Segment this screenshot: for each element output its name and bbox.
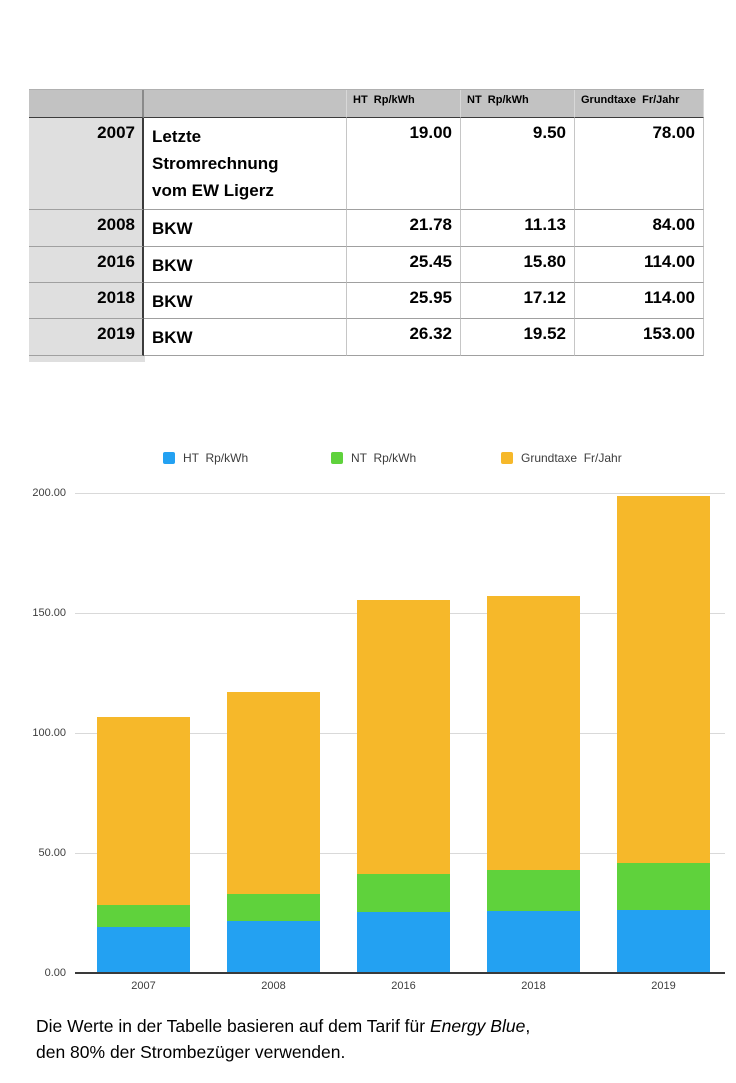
x-axis-line: [75, 972, 725, 974]
bar-segment: [617, 909, 710, 973]
bar-segment: [97, 904, 190, 928]
table-grundtaxe-cell: 114.00: [575, 283, 704, 319]
x-axis-tick: 2007: [131, 980, 156, 992]
bar-segment: [97, 717, 190, 905]
table-nt-cell: 15.80: [461, 247, 575, 283]
table-year-cell: 2007: [29, 118, 144, 210]
table-year-cell: 2008: [29, 210, 144, 247]
table-grundtaxe-cell: 78.00: [575, 118, 704, 210]
bar-2018: [487, 493, 580, 973]
table-row-gutter: [29, 356, 145, 362]
table-header-ht: HT Rp/kWh: [347, 90, 461, 118]
bar-segment: [357, 874, 450, 912]
caption-italic-text: Energy Blue: [429, 1016, 526, 1036]
table-source-cell: BKW: [144, 283, 347, 319]
x-axis-tick: 2019: [651, 980, 676, 992]
table-nt-cell: 11.13: [461, 210, 575, 247]
table-year-cell: 2018: [29, 283, 144, 319]
legend-label-nt: NT Rp/kWh: [351, 451, 417, 465]
y-axis-tick: 200.00: [32, 487, 66, 499]
bar-segment: [617, 863, 710, 910]
table-source-cell: BKW: [144, 210, 347, 247]
legend-item-nt: NT Rp/kWh: [331, 451, 416, 465]
legend-item-ht: HT Rp/kWh: [163, 451, 248, 465]
bar-segment: [487, 596, 580, 870]
bar-segment: [617, 495, 710, 863]
table-header-nt: NT Rp/kWh: [461, 90, 575, 118]
legend-label-ht: HT Rp/kWh: [183, 451, 249, 465]
bar-segment: [487, 869, 580, 911]
caption-text: Die Werte in der Tabelle basieren auf de…: [36, 1016, 430, 1036]
table-ht-cell: 26.32: [347, 319, 461, 356]
table-header-source: [144, 90, 347, 118]
legend-label-grundtaxe: Grundtaxe Fr/Jahr: [521, 451, 622, 465]
table-source-cell: Letzte Stromrechnung vom EW Ligerz: [144, 118, 347, 210]
table-ht-cell: 21.78: [347, 210, 461, 247]
table-ht-cell: 25.95: [347, 283, 461, 319]
table-year-cell: 2016: [29, 247, 144, 283]
stacked-bar-chart: [75, 493, 725, 974]
bar-segment: [97, 927, 190, 973]
bar-segment: [357, 600, 450, 875]
table-grundtaxe-cell: 153.00: [575, 319, 704, 356]
y-axis-tick: 50.00: [38, 847, 66, 859]
table-header-grundtaxe: Grundtaxe Fr/Jahr: [575, 90, 704, 118]
x-axis-tick: 2018: [521, 980, 546, 992]
bar-2008: [227, 493, 320, 973]
table-nt-cell: 17.12: [461, 283, 575, 319]
table-ht-cell: 19.00: [347, 118, 461, 210]
table-nt-cell: 9.50: [461, 118, 575, 210]
bar-segment: [227, 920, 320, 973]
table-grundtaxe-cell: 114.00: [575, 247, 704, 283]
chart-plot-bars: [75, 493, 725, 973]
table-ht-cell: 25.45: [347, 247, 461, 283]
x-axis-tick: 2008: [261, 980, 286, 992]
tariff-table: HT Rp/kWh NT Rp/kWh Grundtaxe Fr/Jahr 20…: [29, 89, 704, 356]
bar-segment: [227, 894, 320, 921]
legend-swatch-grundtaxe: [501, 452, 513, 464]
y-axis-tick: 0.00: [44, 967, 66, 979]
y-axis-tick: 100.00: [32, 727, 66, 739]
gridline: [75, 493, 725, 494]
legend-swatch-nt: [331, 452, 343, 464]
bar-2016: [357, 493, 450, 973]
table-year-cell: 2019: [29, 319, 144, 356]
table-nt-cell: 19.52: [461, 319, 575, 356]
caption-text: ,: [525, 1016, 531, 1036]
table-header-year: [29, 90, 144, 118]
bar-2007: [97, 493, 190, 973]
table-source-cell: BKW: [144, 319, 347, 356]
y-axis-tick: 150.00: [32, 607, 66, 619]
bar-segment: [227, 692, 320, 895]
table-grundtaxe-cell: 84.00: [575, 210, 704, 247]
bar-2019: [617, 493, 710, 973]
legend-item-grundtaxe: Grundtaxe Fr/Jahr: [501, 451, 622, 465]
table-source-cell: BKW: [144, 247, 347, 283]
legend-swatch-ht: [163, 452, 175, 464]
bar-segment: [487, 910, 580, 973]
bar-segment: [357, 911, 450, 973]
caption: Die Werte in der Tabelle basieren auf de…: [36, 1013, 726, 1065]
x-axis-tick: 2016: [391, 980, 416, 992]
caption-text: den 80% der Strombezüger verwenden.: [36, 1042, 346, 1062]
